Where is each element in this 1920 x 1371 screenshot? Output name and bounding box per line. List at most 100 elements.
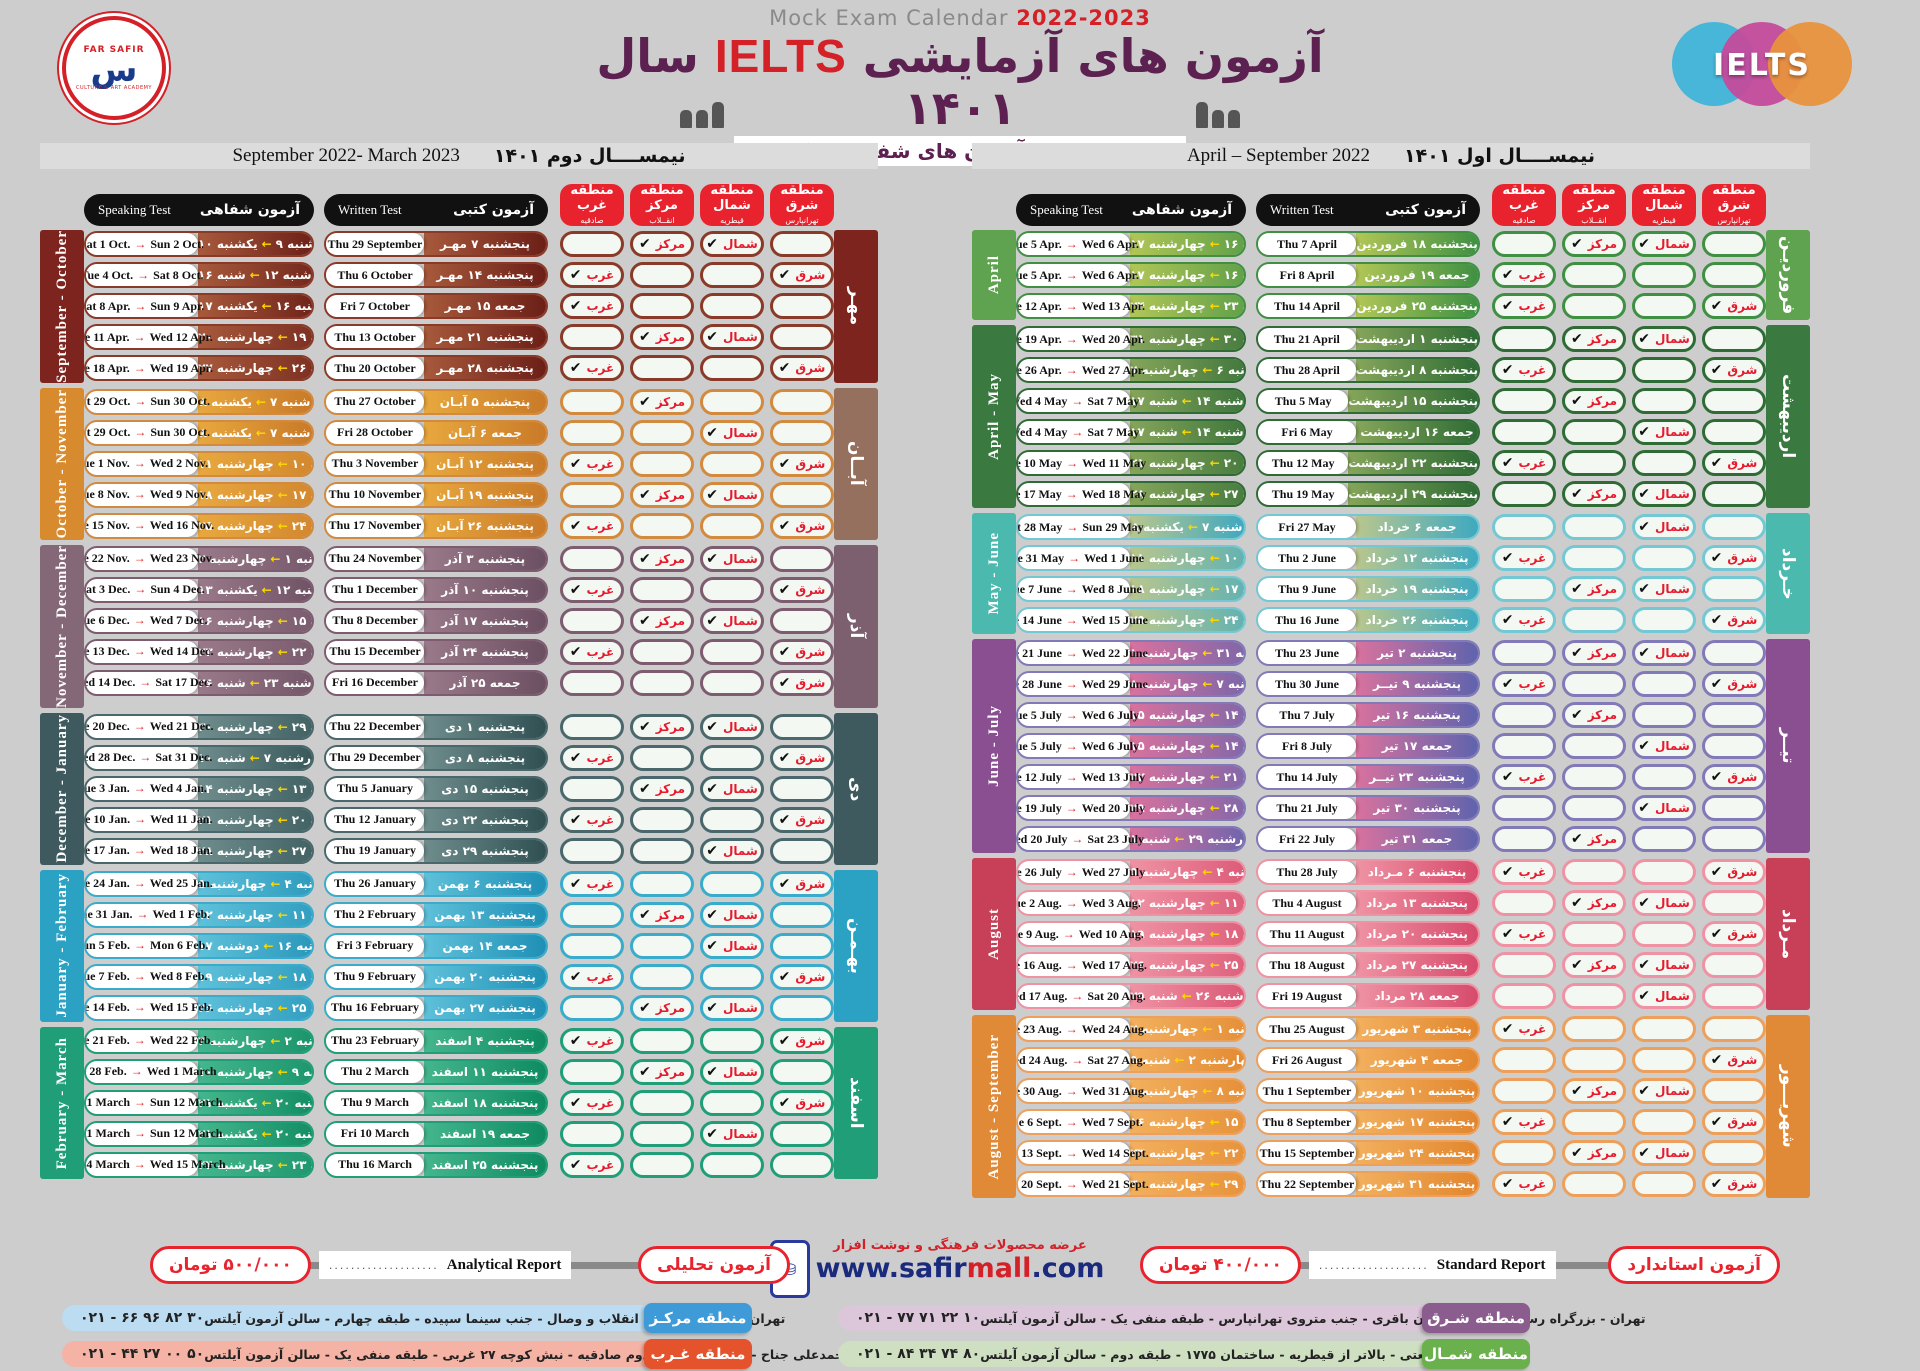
region-check-cell-shomal: ✔ شمال [1632, 326, 1696, 352]
speaking-date-fa: سه شنبه ۲۱←چهارشنبه ۲۲ [1130, 766, 1244, 788]
speaking-date-en: Tue 20 Sept.→Wed 21 Sept. [1018, 1173, 1149, 1195]
safirmall-url[interactable]: www.safirmall.com [815, 1253, 1105, 1284]
speaking-from-fa: چهارشنبه ۱۴ [1195, 394, 1244, 408]
speaking-date-fa: شنبه ۱۶←یکشنبه ۱۷ [198, 295, 312, 317]
check-region-label: شمال [722, 613, 758, 628]
speaking-from-fa: سه شنبه ۲۵ [1223, 958, 1244, 972]
written-date-fa: پنجشنبه ۱۵ اردیبهشت [1348, 390, 1478, 412]
region-check-cell-shomal [700, 806, 764, 833]
region-check-cell-shargh: ✔ شرق [770, 669, 834, 696]
spacer [1480, 1140, 1492, 1166]
region-check-cell-shomal: ✔ شمال [700, 932, 764, 959]
spacer [1480, 702, 1492, 728]
arrow-left-icon: ← [261, 1095, 272, 1110]
speaking-to-fa: یکشنبه ۸ [199, 394, 252, 409]
written-test-header: Written Test آزمون کتبی [1256, 194, 1480, 226]
speaking-date-en: Tue 13 Sept.→Wed 14 Sept. [1018, 1142, 1149, 1164]
speaking-from-en: Tue 13 Dec. [84, 644, 130, 659]
region-check-cell-shargh [1702, 388, 1766, 414]
spacer [1480, 671, 1492, 697]
region-check-cell-shomal [1632, 859, 1696, 885]
speaking-date-pill: Tue 7 Feb.→Wed 8 Feb.سه شنبه ۱۸←چهارشنبه… [84, 963, 314, 990]
region-check-cell-markaz [1562, 795, 1626, 821]
written-date-fa: پنجشنبه ۱۳ مرداد [1356, 892, 1478, 914]
speaking-date-fa: سه شنبه ۱←چهارشنبه ۲ [198, 547, 312, 570]
speaking-to-en: Wed 8 Feb. [149, 969, 208, 984]
spacer [314, 1059, 324, 1085]
region-check-cell-gharb: ✔ غرب [560, 963, 624, 990]
spacer [1480, 733, 1492, 759]
spacer [1480, 826, 1492, 852]
region-name: منطقه شرق [780, 182, 824, 213]
speaking-to-en: Sat 7 May [1087, 393, 1140, 408]
exam-row: Tue 22 Nov.→Wed 23 Nov.سه شنبه ۱←چهارشنب… [84, 545, 834, 572]
speaking-from-en: Tue 15 Nov. [86, 518, 130, 533]
spacer [1246, 419, 1256, 445]
written-date-pill: Thu 2 February پنجشنبه ۱۳ بهمن [324, 901, 548, 928]
arrow-left-icon: ← [263, 938, 274, 953]
check-region-label: شرق [1727, 1177, 1758, 1191]
region-check-cell-gharb [560, 775, 624, 802]
region-check-cell-gharb: ✔ غرب [560, 355, 624, 381]
check-region-label: غرب [1518, 677, 1547, 691]
speaking-from-fa: چهارشنبه ۲ [1188, 1053, 1244, 1067]
written-date-fa: پنجشنبه ۱۵ دی [424, 777, 546, 800]
written-date-fa: جمعه ۲۵ آذر [424, 671, 546, 694]
speaking-from-fa: سه شنبه ۲ [284, 1033, 314, 1048]
spacer [548, 513, 560, 539]
speaking-date-fa: چهارشنبه ۱۴←شنبه ۱۷ [1130, 390, 1244, 412]
speaking-to-fa: چهارشنبه ۲۳ [1130, 1146, 1206, 1160]
region-check-cell-gharb [1492, 795, 1556, 821]
speaking-from-fa: سه شنبه ۲۴ [1223, 613, 1244, 627]
written-date-pill: Thu 12 January پنجشنبه ۲۲ دی [324, 806, 548, 833]
speaking-from-en: Tue 10 Jan. [85, 812, 131, 827]
spacer [1246, 1047, 1256, 1073]
month-group-february-march: February - MarchTue 21 Feb.→Wed 22 Feb.س… [40, 1026, 878, 1179]
speaking-to-en: Wed 1 March [146, 1064, 217, 1079]
region-check-cell-shargh [770, 388, 834, 415]
speaking-to-fa: چهارشنبه ۱۲ [198, 907, 274, 922]
region-check-cell-shomal [1632, 607, 1696, 633]
spacer [1480, 921, 1492, 947]
check-region-label: غرب [586, 1095, 615, 1110]
month-group-october-november: October - NovemberSat 29 Oct.→Sun 30 Oct… [40, 387, 878, 540]
speaking-to-en: Sun 30 Oct. [150, 425, 211, 440]
check-region-label: شمال [1654, 958, 1690, 972]
speaking-date-en: Tue 1 Nov.→Wed 2 Nov. [86, 452, 208, 475]
check-region-label: شرق [1727, 613, 1758, 627]
written-date-fa: پنجشنبه ۲۲ دی [424, 808, 546, 831]
speaking-date-fa: شنبه ۱۲←یکشنبه ۱۳ [198, 578, 312, 601]
speaking-date-pill: Tue 3 Jan.→Wed 4 Jan.سه شنبه ۱۳←چهارشنبه… [84, 775, 314, 802]
speaking-date-fa: سه شنبه ۲۴←چهارشنبه ۲۵ [1130, 609, 1244, 631]
arrow-right-icon: → [133, 644, 146, 659]
written-date-pill: Thu 2 March پنجشنبه ۱۱ اسفند [324, 1058, 548, 1085]
speaking-to-en: Wed 17 Aug. [1081, 957, 1147, 972]
exam-row: Wed 28 Dec.→Sat 31 Dec.چهارشنبه ۷←شنبه ۱… [84, 744, 834, 771]
check-icon: ✔ [569, 517, 582, 534]
speaking-date-pill: Tue 31 May→Wed 1 Juneسه شنبه ۱۰←چهارشنبه… [1016, 545, 1246, 571]
semester2-title-fa: نیمســــال دوم ۱۴۰۱ [493, 145, 686, 167]
speaking-to-fa: چهارشنبه ۲۱ [198, 812, 274, 827]
speaking-date-en: Tue 5 Apr.→Wed 6 Apr. [1018, 233, 1139, 255]
speaking-to-en: Wed 21 Sept. [1081, 1176, 1149, 1191]
speaking-from-fa: شنبه ۲۰ [275, 1126, 312, 1141]
speaking-to-en: Sat 8 Oct. [153, 267, 204, 282]
spacer [1246, 1078, 1256, 1104]
speaking-from-fa: سه شنبه ۲۸ [1223, 801, 1244, 815]
region-check-cell-shomal: ✔ شمال [700, 775, 764, 802]
speaking-to-fa: یکشنبه ۱۰ [198, 237, 258, 251]
ielts-logo-circle-orange [1768, 22, 1852, 106]
month-group-april: AprilTue 5 Apr.→Wed 6 Apr.سه شنبه ۱۶←چها… [972, 230, 1810, 320]
speaking-from-en: Tue 26 Apr. [1016, 362, 1062, 377]
arrow-left-icon: ← [1181, 989, 1192, 1003]
arrow-left-icon: ← [249, 268, 260, 282]
arrow-left-icon: ← [1209, 958, 1220, 972]
speaking-date-pill: Tue 28 June→Wed 29 Juneسه شنبه ۷←چهارشنب… [1016, 671, 1246, 697]
speaking-date-fa: سه شنبه ۱۹←چهارشنبه ۲۰ [198, 326, 312, 348]
spacer [548, 231, 560, 257]
speaking-to-fa: چهارشنبه ۱۹ [198, 969, 274, 984]
speaking-from-fa: شنبه ۲۰ [275, 1095, 312, 1110]
speaking-from-fa: سه شنبه ۴ [1216, 865, 1246, 879]
spacer [548, 871, 560, 897]
